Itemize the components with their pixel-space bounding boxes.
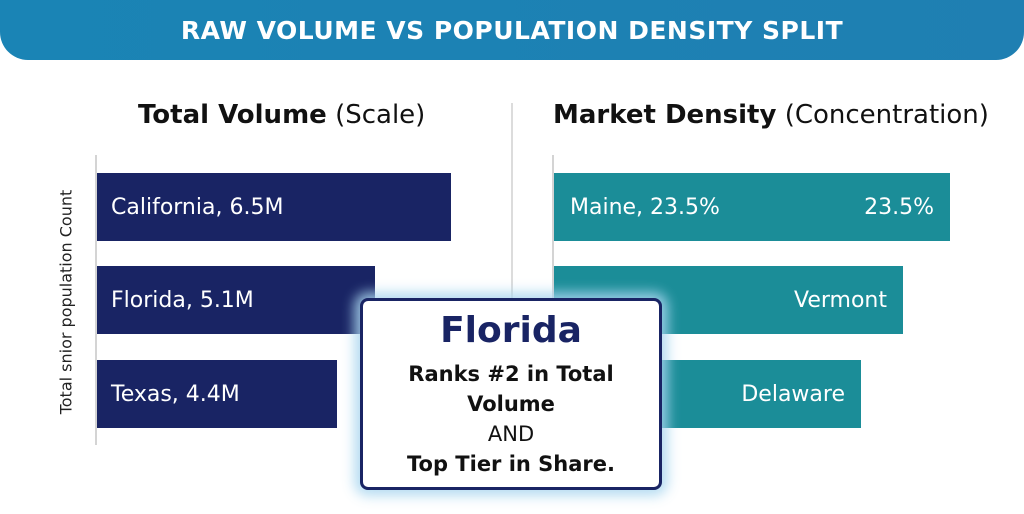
callout-line-share: Top Tier in Share.: [406, 451, 616, 476]
volume-title-rest: (Scale): [335, 100, 426, 130]
florida-callout-card: Florida Ranks #2 in Total Volume AND Top…: [360, 298, 662, 490]
density-bar-label: Vermont: [794, 287, 887, 313]
volume-bar-florida: Florida, 5.1M: [97, 266, 375, 334]
panel-divider: [511, 103, 513, 483]
density-bar-maine: Maine, 23.5% 23.5%: [554, 173, 950, 241]
volume-panel-title: Total Volume (Scale): [138, 100, 425, 130]
volume-axis-line: [95, 155, 97, 445]
callout-title: Florida: [440, 309, 582, 351]
density-bar-label: Maine, 23.5%: [570, 194, 720, 220]
density-title-rest: (Concentration): [784, 100, 989, 130]
callout-line-rank: Ranks #2 in Total Volume: [408, 361, 614, 416]
volume-bar-label: California, 6.5M: [111, 194, 284, 220]
volume-bar-texas: Texas, 4.4M: [97, 360, 337, 428]
volume-bar-california: California, 6.5M: [97, 173, 451, 241]
density-title-bold: Market Density: [553, 100, 777, 130]
volume-bar-label: Texas, 4.4M: [111, 381, 240, 407]
volume-y-axis-label: Total snior population Count: [56, 189, 76, 415]
volume-bar-label: Florida, 5.1M: [111, 287, 254, 313]
page-title: RAW VOLUME VS POPULATION DENSITY SPLIT: [180, 15, 844, 45]
density-bar-label: Delaware: [741, 381, 845, 407]
volume-title-bold: Total Volume: [138, 100, 327, 130]
density-bar-value-label: 23.5%: [864, 194, 934, 220]
header-banner: RAW VOLUME VS POPULATION DENSITY SPLIT: [0, 0, 1024, 60]
density-panel-title: Market Density (Concentration): [553, 100, 989, 130]
callout-line-and: AND: [487, 421, 535, 446]
